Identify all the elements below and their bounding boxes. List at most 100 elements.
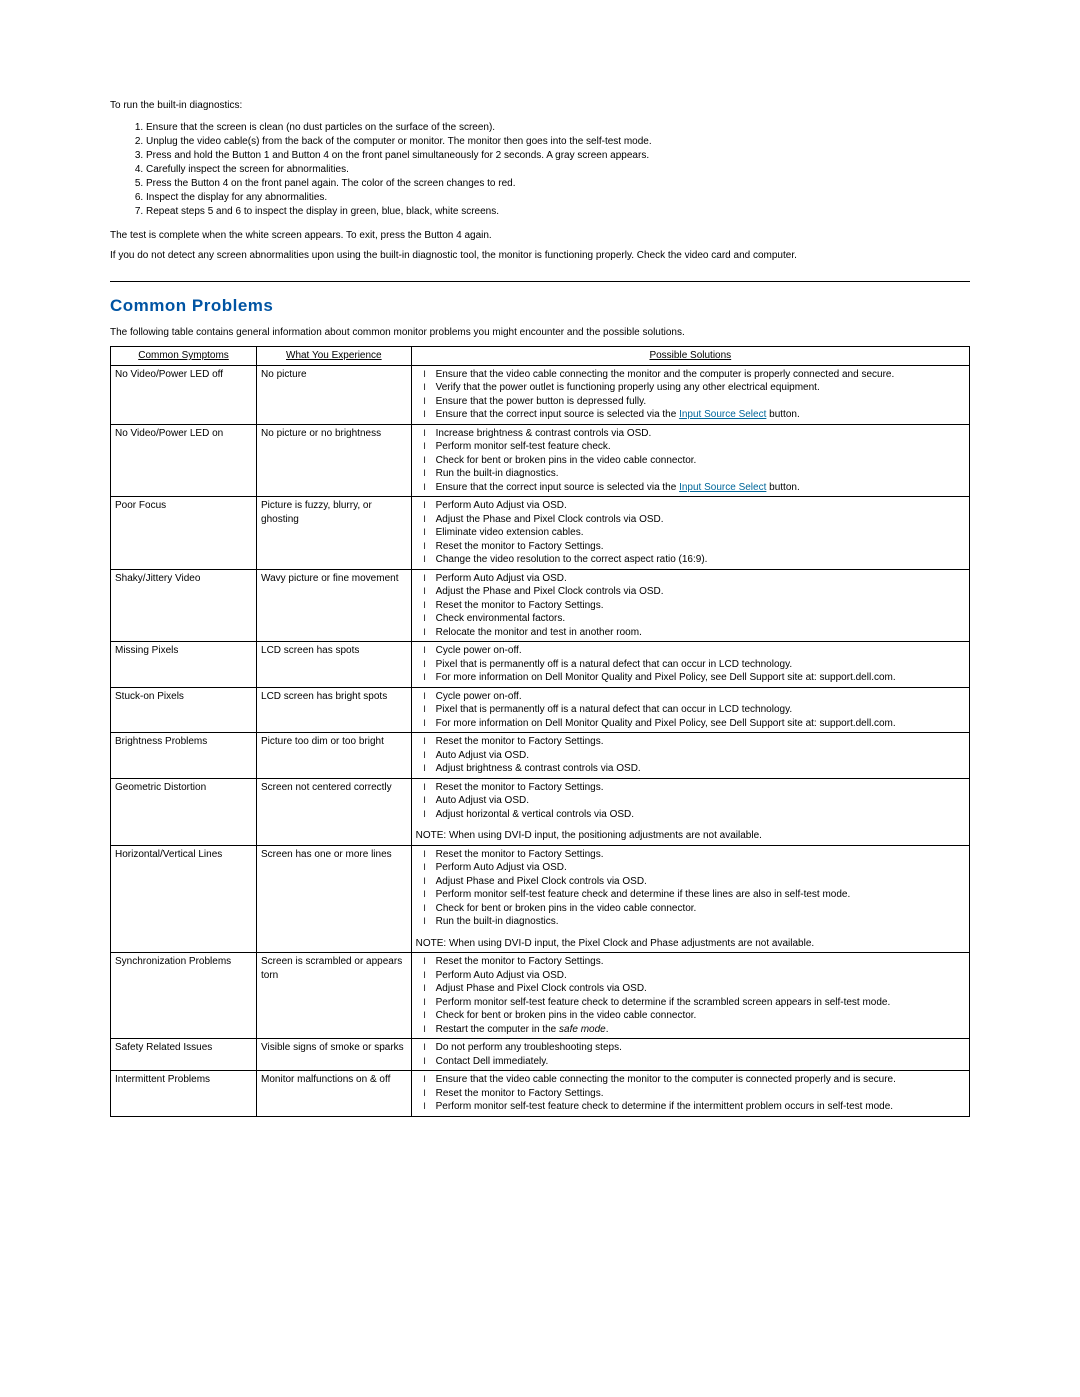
solution-item: Pixel that is permanently off is a natur…	[424, 658, 965, 672]
experience-cell: No picture or no brightness	[257, 424, 412, 497]
solution-item: Restart the computer in the safe mode.	[424, 1023, 965, 1037]
solution-item: Ensure that the correct input source is …	[424, 408, 965, 422]
solution-item: Adjust the Phase and Pixel Clock control…	[424, 513, 965, 527]
solutions-cell: Ensure that the video cable connecting t…	[411, 1071, 969, 1117]
symptom-cell: No Video/Power LED on	[111, 424, 257, 497]
solution-item: Adjust Phase and Pixel Clock controls vi…	[424, 982, 965, 996]
symptom-cell: Brightness Problems	[111, 733, 257, 779]
symptom-cell: Intermittent Problems	[111, 1071, 257, 1117]
solution-item: Ensure that the video cable connecting t…	[424, 1073, 965, 1087]
experience-cell: Screen is scrambled or appears torn	[257, 953, 412, 1039]
solutions-list: Perform Auto Adjust via OSD.Adjust the P…	[416, 572, 965, 640]
solutions-list: Ensure that the video cable connecting t…	[416, 368, 965, 422]
solution-item: For more information on Dell Monitor Qua…	[424, 717, 965, 731]
experience-cell: Picture is fuzzy, blurry, or ghosting	[257, 497, 412, 570]
solutions-list: Reset the monitor to Factory Settings.Pe…	[416, 955, 965, 1036]
solution-item: Reset the monitor to Factory Settings.	[424, 955, 965, 969]
solutions-cell: Reset the monitor to Factory Settings.Au…	[411, 778, 969, 845]
section-intro: The following table contains general inf…	[110, 326, 970, 340]
intro-text: To run the built-in diagnostics:	[110, 100, 970, 111]
diagnostic-steps-list: Ensure that the screen is clean (no dust…	[110, 121, 970, 219]
note-text: NOTE: When using DVI-D input, the Pixel …	[416, 937, 965, 951]
solutions-cell: Perform Auto Adjust via OSD.Adjust the P…	[411, 497, 969, 570]
experience-cell: Visible signs of smoke or sparks	[257, 1039, 412, 1071]
solution-item: Perform monitor self-test feature check.	[424, 440, 965, 454]
solution-item: Ensure that the video cable connecting t…	[424, 368, 965, 382]
solution-item: Eliminate video extension cables.	[424, 526, 965, 540]
table-row: No Video/Power LED onNo picture or no br…	[111, 424, 970, 497]
solution-item: Reset the monitor to Factory Settings.	[424, 540, 965, 554]
diagnostic-step: Carefully inspect the screen for abnorma…	[146, 163, 970, 177]
solution-item: Relocate the monitor and test in another…	[424, 626, 965, 640]
symptom-cell: Shaky/Jittery Video	[111, 569, 257, 642]
solutions-list: Ensure that the video cable connecting t…	[416, 1073, 965, 1114]
solutions-cell: Reset the monitor to Factory Settings.Pe…	[411, 953, 969, 1039]
diagnostic-step: Press and hold the Button 1 and Button 4…	[146, 149, 970, 163]
experience-cell: Screen has one or more lines	[257, 845, 412, 953]
symptom-cell: Synchronization Problems	[111, 953, 257, 1039]
header-experience: What You Experience	[257, 347, 412, 366]
table-row: Intermittent ProblemsMonitor malfunction…	[111, 1071, 970, 1117]
solutions-list: Cycle power on-off.Pixel that is permane…	[416, 690, 965, 731]
solution-item: Perform Auto Adjust via OSD.	[424, 499, 965, 513]
input-source-select-link[interactable]: Input Source Select	[679, 409, 766, 420]
solution-item: Check for bent or broken pins in the vid…	[424, 1009, 965, 1023]
solution-item: Reset the monitor to Factory Settings.	[424, 848, 965, 862]
table-row: Poor FocusPicture is fuzzy, blurry, or g…	[111, 497, 970, 570]
solution-item: Adjust Phase and Pixel Clock controls vi…	[424, 875, 965, 889]
table-row: Stuck-on PixelsLCD screen has bright spo…	[111, 687, 970, 733]
solution-item: Adjust brightness & contrast controls vi…	[424, 762, 965, 776]
experience-cell: Monitor malfunctions on & off	[257, 1071, 412, 1117]
solution-item: Check environmental factors.	[424, 612, 965, 626]
table-row: Shaky/Jittery VideoWavy picture or fine …	[111, 569, 970, 642]
diagnostic-step: Press the Button 4 on the front panel ag…	[146, 177, 970, 191]
symptom-cell: Geometric Distortion	[111, 778, 257, 845]
solutions-list: Perform Auto Adjust via OSD.Adjust the P…	[416, 499, 965, 567]
solutions-cell: Cycle power on-off.Pixel that is permane…	[411, 687, 969, 733]
experience-cell: Picture too dim or too bright	[257, 733, 412, 779]
solution-item: Check for bent or broken pins in the vid…	[424, 454, 965, 468]
diagnostic-step: Repeat steps 5 and 6 to inspect the disp…	[146, 205, 970, 219]
table-row: Safety Related IssuesVisible signs of sm…	[111, 1039, 970, 1071]
solutions-cell: Perform Auto Adjust via OSD.Adjust the P…	[411, 569, 969, 642]
solution-item: Reset the monitor to Factory Settings.	[424, 1087, 965, 1101]
section-title: Common Problems	[110, 296, 970, 316]
solution-item: Reset the monitor to Factory Settings.	[424, 735, 965, 749]
table-row: Brightness ProblemsPicture too dim or to…	[111, 733, 970, 779]
solution-item: Check for bent or broken pins in the vid…	[424, 902, 965, 916]
solutions-cell: Ensure that the video cable connecting t…	[411, 365, 969, 424]
solutions-cell: Increase brightness & contrast controls …	[411, 424, 969, 497]
table-row: Horizontal/Vertical LinesScreen has one …	[111, 845, 970, 953]
symptom-cell: Stuck-on Pixels	[111, 687, 257, 733]
solution-item: Verify that the power outlet is function…	[424, 381, 965, 395]
symptom-cell: Missing Pixels	[111, 642, 257, 688]
solutions-list: Reset the monitor to Factory Settings.Au…	[416, 735, 965, 776]
header-solutions: Possible Solutions	[411, 347, 969, 366]
solution-item: Perform monitor self-test feature check …	[424, 888, 965, 902]
diagnostic-step: Unplug the video cable(s) from the back …	[146, 135, 970, 149]
solution-item: Run the built-in diagnostics.	[424, 467, 965, 481]
solution-item: Cycle power on-off.	[424, 690, 965, 704]
solution-item: Contact Dell immediately.	[424, 1055, 965, 1069]
table-row: No Video/Power LED offNo pictureEnsure t…	[111, 365, 970, 424]
section-divider	[110, 281, 970, 282]
symptom-cell: Horizontal/Vertical Lines	[111, 845, 257, 953]
experience-cell: No picture	[257, 365, 412, 424]
experience-cell: LCD screen has spots	[257, 642, 412, 688]
diagnostic-step: Ensure that the screen is clean (no dust…	[146, 121, 970, 135]
input-source-select-link[interactable]: Input Source Select	[679, 482, 766, 493]
header-symptoms: Common Symptoms	[111, 347, 257, 366]
diagnostic-step: Inspect the display for any abnormalitie…	[146, 191, 970, 205]
solutions-cell: Reset the monitor to Factory Settings. Pe…	[411, 845, 969, 953]
solution-item: Perform monitor self-test feature check …	[424, 1100, 965, 1114]
solution-item: Adjust the Phase and Pixel Clock control…	[424, 585, 965, 599]
note-text: NOTE: When using DVI-D input, the positi…	[416, 829, 965, 843]
solutions-list: Reset the monitor to Factory Settings. Pe…	[416, 848, 965, 929]
problems-table: Common Symptoms What You Experience Poss…	[110, 346, 970, 1117]
solution-item: Perform Auto Adjust via OSD.	[424, 572, 965, 586]
solutions-cell: Reset the monitor to Factory Settings.Au…	[411, 733, 969, 779]
solution-item: Run the built-in diagnostics.	[424, 915, 965, 929]
solution-item: Reset the monitor to Factory Settings.	[424, 781, 965, 795]
italic-text: safe mode	[559, 1024, 606, 1035]
solutions-cell: Do not perform any troubleshooting steps…	[411, 1039, 969, 1071]
